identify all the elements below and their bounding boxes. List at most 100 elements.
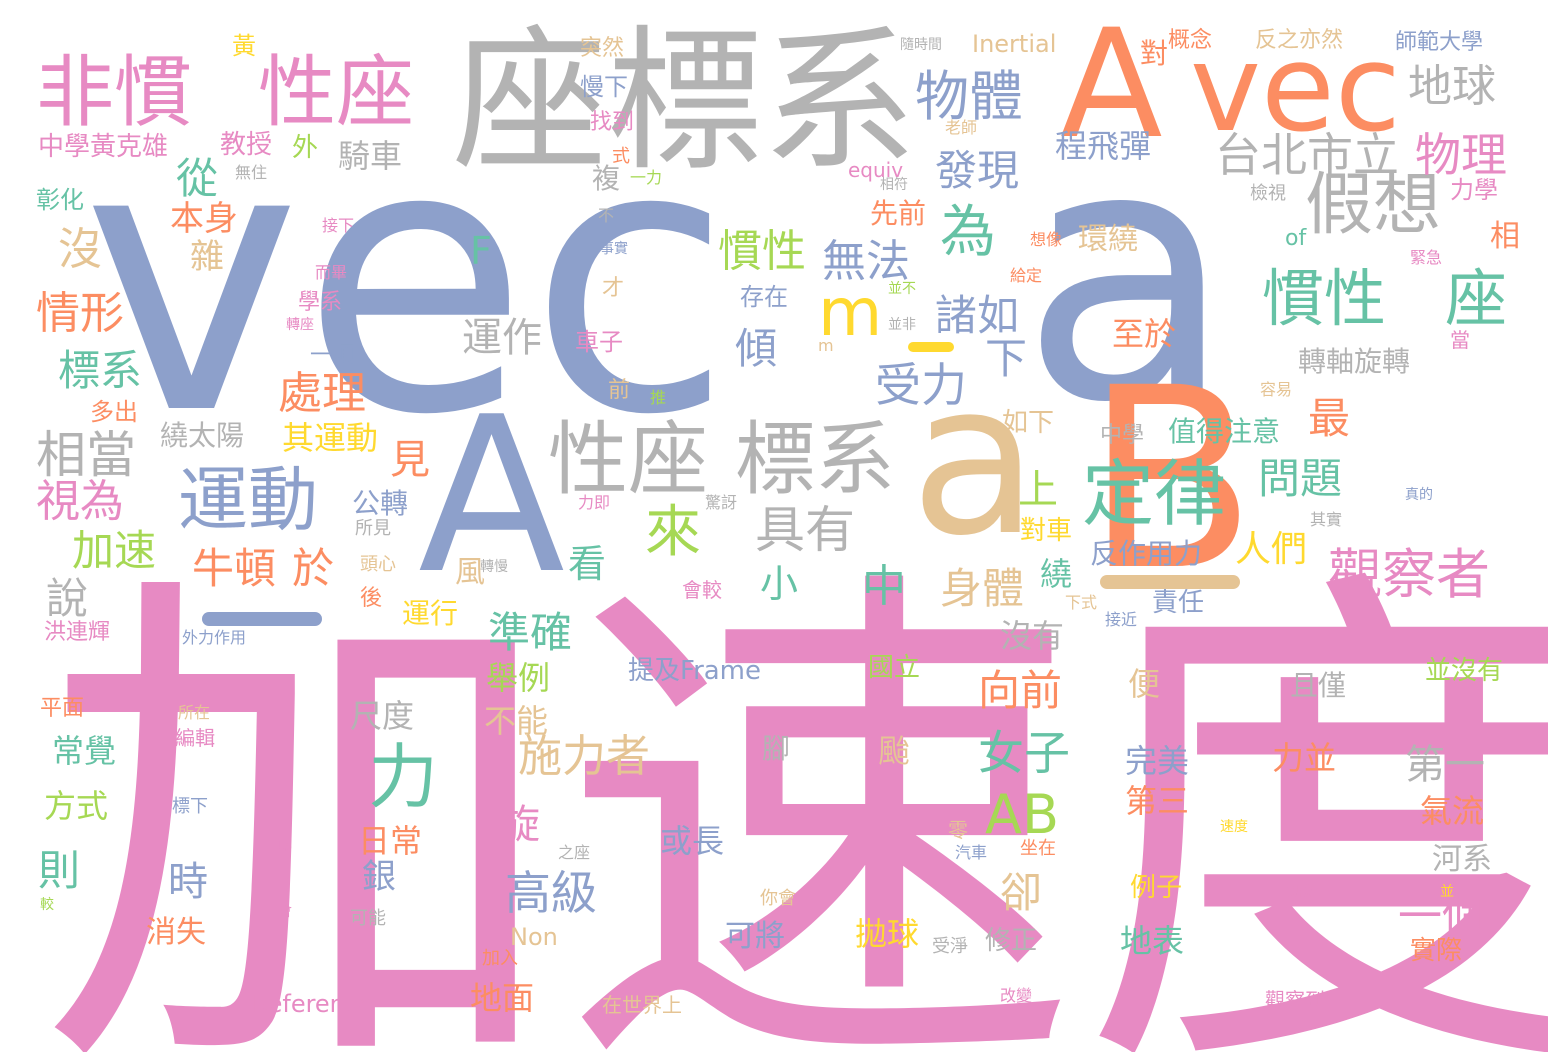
cloud-word: 性座 (258, 48, 415, 138)
cloud-word: 公轉 (352, 487, 409, 520)
cloud-word: 例子 (1130, 873, 1183, 903)
cloud-word: 改變 (1000, 986, 1033, 1005)
cloud-word: 腳 (762, 732, 791, 765)
cloud-word: AB (985, 783, 1059, 846)
cloud-word: 並不 (888, 281, 916, 297)
cloud-word: a (1020, 71, 1235, 479)
cloud-word: 牛頓 (192, 544, 277, 593)
cloud-word: 看 (568, 542, 607, 586)
cloud-word: 反作用力 (1090, 537, 1203, 570)
cloud-word: 加入 (482, 948, 518, 969)
cloud-word: 風 (455, 555, 485, 590)
cloud-word: 其運動 (282, 419, 379, 457)
cloud-word: 事實 (600, 241, 628, 257)
cloud-word: 其實 (1310, 510, 1343, 529)
cloud-word: 尺度 (350, 697, 415, 735)
cloud-word: 河系 (1432, 842, 1492, 877)
cloud-word: 颱 (878, 732, 911, 770)
cloud-word: 存在 (740, 283, 788, 311)
cloud-word: 座 (1445, 262, 1508, 335)
cloud-word: 國立 (868, 653, 921, 683)
cloud-word: 慣性 (718, 226, 806, 277)
cloud-word: 較 (40, 897, 54, 913)
cloud-word: 式 (612, 146, 630, 167)
cloud-word: 一個 (1398, 891, 1486, 942)
cloud-word: 地球 (1408, 61, 1496, 112)
cloud-word: 時 (168, 859, 208, 905)
cloud-word: 洪連輝 (44, 620, 111, 645)
cloud-word: 便 (1128, 665, 1161, 703)
cloud-word: 標系 (58, 346, 143, 395)
cloud-word: 地表 (1120, 922, 1185, 960)
cloud-word: 慣性 (1262, 262, 1387, 335)
cloud-word: 本身 (170, 199, 238, 239)
cloud-word: 一項 (310, 343, 355, 368)
cloud-word: 人們 (1235, 529, 1308, 570)
cloud-word: 情形 (36, 288, 124, 339)
cloud-word: 親談 (1285, 884, 1313, 900)
cloud-word: 對車 (1020, 516, 1073, 546)
decorative-stroke (202, 612, 322, 626)
cloud-word: F (470, 229, 492, 273)
cloud-word: 具有 (755, 501, 855, 559)
cloud-word: m (818, 336, 834, 355)
cloud-word: 旋 (500, 802, 540, 848)
cloud-word: 實際 (1410, 936, 1463, 966)
cloud-word: 發現 (935, 146, 1020, 195)
cloud-word: 卻 (1000, 868, 1043, 917)
cloud-word: 沒有 (1000, 617, 1065, 655)
cloud-word: 汽車 (955, 843, 988, 862)
cloud-word: 加速 (72, 526, 157, 575)
decorative-stroke (908, 342, 954, 352)
cloud-word: 修正 (985, 926, 1038, 956)
cloud-word: 力並 (1272, 739, 1337, 777)
cloud-word: 轉軸旋轉 (1298, 345, 1411, 378)
cloud-word: 相 (1490, 219, 1520, 254)
cloud-word: 繞太陽 (160, 419, 245, 452)
cloud-word: 運作 (462, 315, 542, 361)
cloud-word: 教授 (220, 130, 273, 160)
cloud-word: 完美 (1125, 742, 1190, 780)
cloud-word: 消失 (146, 915, 206, 950)
cloud-word: 施力者 (518, 731, 650, 782)
cloud-word: 之座 (558, 843, 591, 862)
cloud-word: 雜 (190, 237, 224, 277)
cloud-word: 或長 (660, 822, 725, 860)
cloud-word: 黃 (232, 32, 256, 60)
decorative-stroke (1100, 575, 1240, 589)
cloud-word: 問題 (1258, 454, 1343, 503)
cloud-word: 彰化 (36, 186, 84, 214)
cloud-word: 所見 (355, 518, 391, 539)
cloud-word: 下 (985, 334, 1028, 383)
cloud-word: of (1285, 226, 1307, 251)
cloud-word: 繞 (1040, 555, 1073, 593)
cloud-word: 第三 (1125, 782, 1190, 820)
cloud-word: 多出 (90, 398, 138, 426)
cloud-word: 日常 (358, 822, 423, 860)
cloud-word: 檢視 (1250, 183, 1286, 204)
cloud-word: 視為 (36, 476, 124, 527)
cloud-word: 座標系 (452, 11, 917, 192)
cloud-word: 無法 (822, 236, 910, 287)
cloud-word: vec (82, 66, 733, 496)
cloud-word: 你會 (760, 888, 796, 909)
cloud-word: 地面 (470, 979, 535, 1017)
cloud-word: 從 (176, 154, 219, 203)
cloud-word: 方式 (44, 787, 109, 825)
cloud-word: 後 (360, 586, 383, 611)
cloud-word: 老師 (945, 118, 978, 137)
cloud-word: 容易 (1260, 380, 1293, 399)
cloud-word: 最 (1308, 394, 1351, 443)
cloud-word: 而畢 (315, 263, 348, 282)
cloud-word: 運行 (402, 597, 459, 630)
cloud-word: 向前 (978, 666, 1063, 715)
cloud-word: 非慣 (36, 48, 193, 138)
cloud-word: 下式 (1065, 593, 1098, 612)
cloud-word: 力即 (578, 493, 611, 512)
cloud-word: 找到 (590, 110, 635, 135)
cloud-word: 車子 (575, 328, 623, 356)
cloud-word: 隨時間 (900, 37, 942, 53)
cloud-word: 給定 (1010, 266, 1043, 285)
cloud-word: 頭心 (360, 554, 396, 575)
